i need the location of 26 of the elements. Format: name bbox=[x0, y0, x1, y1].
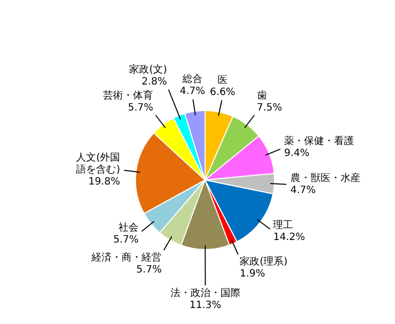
slice-label: 法・政治・国際 bbox=[170, 287, 240, 300]
slice-label: 薬・保健・看護 bbox=[284, 135, 354, 148]
data-label: 4.7% bbox=[290, 185, 316, 196]
slice-label: 理工 bbox=[273, 220, 294, 232]
data-label: 4.7% bbox=[180, 86, 206, 98]
data-label: 14.2% bbox=[273, 232, 305, 244]
slice-label: 家政(文) bbox=[129, 63, 168, 76]
data-label: 9.4% bbox=[284, 148, 310, 160]
slice-label: 歯 bbox=[256, 90, 267, 102]
data-label: 1.9% bbox=[240, 268, 266, 280]
data-label: 7.5% bbox=[256, 102, 282, 114]
data-label: 6.6% bbox=[210, 86, 236, 98]
slice-label: 医 bbox=[218, 74, 228, 86]
slice-label: 芸術・体育 bbox=[103, 90, 154, 102]
slice-label: 社会 bbox=[118, 221, 139, 234]
data-label: 5.7% bbox=[113, 234, 139, 246]
slice-label: 経済・商・経営 bbox=[90, 251, 162, 264]
data-label: 19.8% bbox=[88, 176, 120, 188]
data-label: 11.3% bbox=[189, 300, 222, 312]
data-label: 5.7% bbox=[136, 264, 162, 276]
data-label: 5.7% bbox=[128, 102, 154, 114]
slice-label: 家政(理系) bbox=[240, 256, 288, 268]
data-label: 2.8% bbox=[142, 76, 168, 88]
slice-label: 人文(外国語を含む) bbox=[76, 151, 120, 176]
slice-label: 総合 bbox=[181, 73, 202, 86]
slice-label: 農・獣医・水産 bbox=[290, 172, 360, 184]
